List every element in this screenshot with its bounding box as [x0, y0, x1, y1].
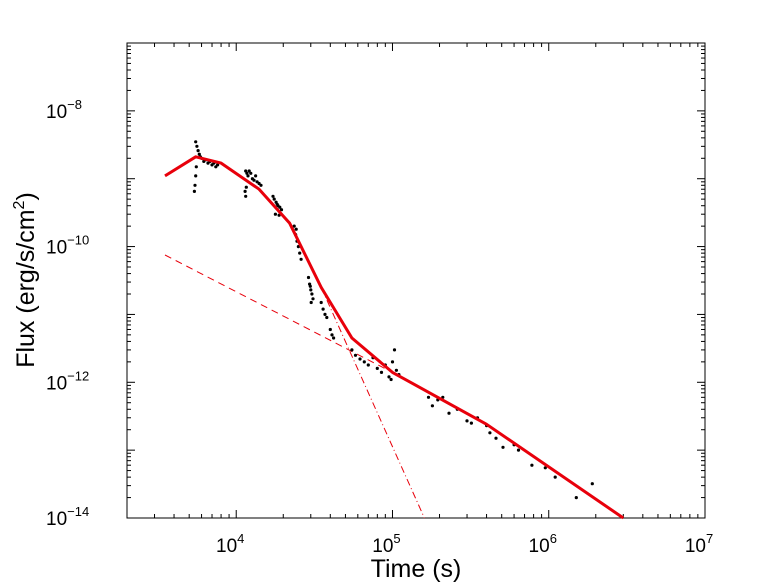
data-point [216, 163, 220, 167]
data-point [323, 312, 327, 316]
data-point [321, 307, 325, 311]
data-point [430, 404, 434, 408]
data-point [306, 275, 311, 280]
data-point [272, 197, 276, 201]
data-point [245, 171, 249, 175]
data-point [530, 463, 534, 467]
data-point [469, 421, 473, 425]
data-point [553, 475, 557, 479]
data-point [494, 436, 498, 440]
data-point [192, 189, 196, 193]
data-point [308, 284, 312, 288]
data-point [311, 297, 315, 301]
x-tick-label: 105 [372, 531, 400, 557]
data-point [328, 327, 332, 332]
data-point [379, 370, 384, 374]
data-point [254, 174, 258, 178]
data-point [390, 360, 395, 364]
y-axis-title: Flux (erg/s/cm2) [11, 192, 40, 368]
data-point [375, 366, 379, 370]
data-point [330, 333, 334, 337]
data-point [392, 348, 397, 352]
x-axis-title: Time (s) [371, 555, 462, 583]
data-point [394, 368, 398, 372]
data-point [574, 496, 578, 500]
data-point [273, 212, 277, 216]
y-tick-label: 10−14 [46, 504, 89, 530]
data-point [353, 353, 358, 357]
data-point [244, 185, 248, 189]
y-axis-title-main: Flux (erg/s/cm [12, 209, 40, 367]
data-points [192, 140, 594, 500]
data-point [358, 357, 362, 361]
data-point [194, 140, 198, 144]
data-point [516, 448, 521, 452]
data-point [279, 208, 284, 212]
data-point [196, 149, 200, 153]
data-point [447, 411, 451, 415]
data-point [389, 377, 393, 382]
data-point [292, 224, 296, 228]
data-point [488, 431, 492, 435]
y-axis-title-exponent: 2 [11, 200, 28, 209]
model-components [164, 254, 425, 519]
data-point [426, 395, 431, 399]
axis-ticks: 104 105 106 107 10−8 10−10 10−12 10−14 [46, 42, 713, 557]
data-point [278, 205, 282, 209]
data-point [271, 194, 275, 198]
data-point [501, 445, 505, 449]
data-point [275, 202, 279, 206]
data-point [247, 169, 251, 173]
fit-model-line [164, 155, 625, 520]
fit-model [164, 155, 625, 520]
data-point [194, 174, 198, 178]
data-point [310, 292, 314, 296]
data-point [350, 348, 354, 352]
data-point [244, 194, 248, 198]
data-point [259, 183, 263, 187]
data-point [299, 257, 303, 261]
data-point [325, 315, 329, 320]
data-point [193, 183, 197, 187]
data-point [243, 189, 247, 193]
data-point [309, 288, 313, 292]
y-tick-label: 10−10 [46, 233, 89, 259]
data-point [543, 466, 547, 470]
y-tick-label: 10−8 [46, 97, 82, 123]
data-point [366, 363, 370, 367]
y-tick-label: 10−12 [46, 368, 89, 394]
x-tick-label: 106 [529, 531, 557, 557]
steep-decay-component-line [320, 287, 425, 519]
data-point [246, 174, 250, 178]
data-point [195, 144, 199, 148]
data-point [319, 300, 323, 305]
data-point [309, 300, 313, 305]
data-point [362, 360, 366, 364]
data-point [294, 227, 298, 231]
x-tick-label: 107 [685, 531, 713, 557]
plot-frame [126, 42, 706, 519]
data-point [387, 375, 391, 379]
power-law-component-line [164, 254, 393, 373]
data-point [332, 336, 336, 340]
data-point [197, 152, 201, 156]
y-axis-title-close: ) [12, 192, 40, 200]
x-tick-label: 104 [216, 531, 244, 557]
data-point [252, 178, 256, 182]
data-point [194, 165, 198, 169]
data-point [590, 482, 594, 486]
data-point [465, 419, 469, 423]
data-point [298, 251, 302, 255]
data-point [249, 171, 253, 175]
